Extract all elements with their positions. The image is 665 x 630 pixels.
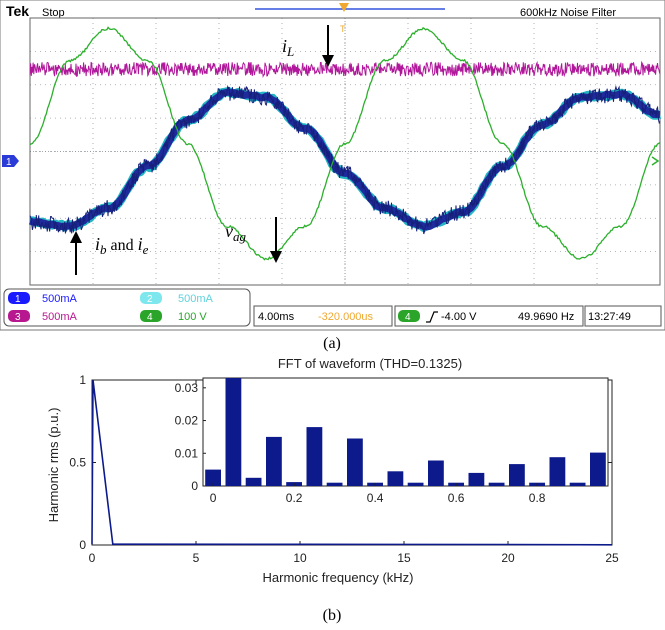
fft-y-axis-label: Harmonic rms (p.u.) (46, 408, 61, 523)
inset-plot-area (203, 378, 608, 486)
x-tick-label: 0 (89, 551, 96, 565)
y-tick-label: 0 (79, 538, 86, 552)
fft-title: FFT of waveform (THD=0.1325) (278, 356, 462, 371)
inset-x-tick-label: 0.4 (367, 491, 384, 505)
timebase-readout: 4.00ms (258, 311, 295, 323)
x-tick-label: 10 (293, 551, 307, 565)
frequency-readout: 49.9690 Hz (518, 311, 574, 323)
inset-bar (246, 478, 262, 486)
inset-bar (570, 483, 586, 486)
x-tick-label: 5 (193, 551, 200, 565)
inset-y-tick-label: 0 (191, 479, 198, 493)
svg-text:1: 1 (15, 294, 21, 305)
ch3-scale: 3 500mA (8, 310, 78, 323)
inset-bar (408, 483, 424, 486)
inset-bar (347, 439, 363, 487)
scope-filter: 600kHz Noise Filter (520, 7, 616, 19)
trigger-channel: 4 (405, 312, 411, 323)
fft-inset-chart: 0 0.2 0.4 0.6 0.8 0 0.01 0.02 0.03 (175, 378, 608, 505)
trigger-level: -4.00 V (441, 311, 477, 323)
inset-bar (489, 483, 505, 486)
inset-x-tick-label: 0.6 (448, 491, 465, 505)
svg-text:100 V: 100 V (178, 311, 207, 323)
fft-panel: FFT of waveform (THD=0.1325) 0 5 10 15 20 250… (46, 356, 619, 585)
scope-brand: Tek (6, 3, 29, 19)
inset-x-tick-label: 0.2 (286, 491, 303, 505)
inset-bar (327, 483, 343, 486)
oscilloscope-panel: Tek Stop T 600kHz Noise Filter 1 iL ib (0, 0, 665, 330)
x-tick-label: 25 (605, 551, 619, 565)
inset-bar (226, 378, 242, 486)
inset-x-tick-label: 0 (210, 491, 217, 505)
ch1-scale: 1 500mA (8, 292, 78, 305)
inset-bar (469, 473, 485, 486)
scope-status: Stop (42, 7, 65, 19)
inset-bar (307, 427, 323, 486)
svg-text:1: 1 (6, 157, 12, 168)
caption-b: (b) (323, 607, 342, 624)
inset-y-tick-label: 0.03 (175, 381, 199, 395)
offset-readout: -320.000us (318, 311, 374, 323)
inset-bar (388, 471, 404, 486)
y-tick-label: 0.5 (69, 456, 86, 470)
inset-bar (550, 457, 566, 486)
inset-x-tick-label: 0.8 (529, 491, 546, 505)
inset-bar (590, 453, 606, 486)
svg-text:2: 2 (147, 294, 153, 305)
x-tick-label: 20 (501, 551, 515, 565)
fft-x-axis-label: Harmonic frequency (kHz) (263, 570, 414, 585)
inset-bar (428, 461, 444, 487)
channel-scale-box (4, 289, 250, 326)
svg-text:500mA: 500mA (178, 293, 214, 305)
inset-bar (509, 464, 525, 486)
inset-y-tick-label: 0.01 (175, 446, 199, 460)
svg-text:500mA: 500mA (42, 311, 78, 323)
x-tick-label: 15 (397, 551, 411, 565)
caption-a: (a) (323, 335, 341, 352)
inset-y-tick-label: 0.02 (175, 414, 199, 428)
clock-readout: 13:27:49 (588, 311, 631, 323)
svg-text:4: 4 (147, 312, 153, 323)
y-tick-label: 1 (79, 373, 86, 387)
svg-text:3: 3 (15, 312, 21, 323)
inset-bar (266, 437, 282, 486)
svg-text:500mA: 500mA (42, 293, 78, 305)
